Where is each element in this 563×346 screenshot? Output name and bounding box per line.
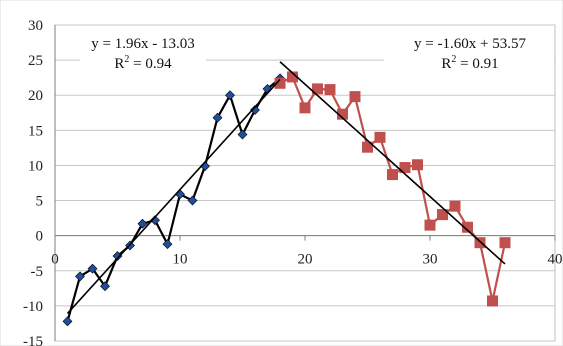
- data-point-series-1: [187, 195, 198, 206]
- y-tick-label: 10: [28, 158, 43, 174]
- data-point-series-1: [237, 129, 248, 140]
- r-squared-exponent-left: 2: [124, 54, 129, 65]
- x-tick-label: 20: [298, 252, 313, 268]
- data-point-series-2: [437, 209, 448, 221]
- x-tick-label: 40: [548, 252, 563, 268]
- trendline-series-2: [279, 61, 506, 265]
- data-point-series-2: [399, 162, 411, 174]
- r-squared-left: R2 = 0.94: [114, 54, 172, 72]
- data-point-series-2: [312, 83, 323, 95]
- trendline-series-1: [66, 78, 281, 314]
- data-point-series-1: [75, 271, 85, 282]
- y-tick-label: -10: [23, 299, 43, 315]
- data-point-series-1: [87, 263, 98, 274]
- data-point-series-2: [349, 91, 361, 103]
- y-tick-label: 5: [36, 194, 44, 210]
- r-squared-symbol-right: R: [441, 56, 451, 72]
- y-tick-label: 15: [28, 123, 43, 139]
- tick-labels: -15 -10 -5 0 5 10 15 20 25 30 0 10 20 30 40: [23, 18, 563, 346]
- data-point-series-2: [462, 221, 473, 233]
- data-point-series-2: [337, 108, 348, 120]
- r-squared-exponent-right: 2: [451, 54, 456, 65]
- equation-bg-left: [80, 32, 206, 74]
- data-point-series-2: [287, 71, 298, 83]
- x-tick-label: 0: [51, 252, 59, 268]
- series-group: [62, 71, 511, 327]
- data-point-series-2: [412, 159, 423, 171]
- r-squared-symbol-left: R: [114, 56, 124, 72]
- y-tick-label: 20: [28, 88, 43, 104]
- data-point-series-1: [62, 316, 73, 327]
- data-point-series-2: [424, 219, 436, 231]
- data-point-series-1: [162, 239, 173, 250]
- plot-area: [54, 24, 556, 342]
- data-point-series-2: [487, 295, 498, 307]
- y-tick-label: -15: [23, 334, 43, 346]
- data-point-series-1: [137, 218, 148, 229]
- equation-bg-right: [384, 32, 554, 74]
- data-point-series-2: [449, 200, 461, 212]
- data-point-series-1: [250, 105, 260, 115]
- trendline-equation-right: y = -1.60x + 53.57: [414, 36, 526, 52]
- data-point-series-2: [274, 77, 286, 89]
- r-squared-value-right: = 0.91: [456, 56, 498, 72]
- trendline-equation-left: y = 1.96x - 13.03: [91, 36, 194, 52]
- x-tick-label: 30: [423, 252, 438, 268]
- data-point-series-1: [100, 281, 110, 292]
- r-squared-right: R2 = 0.91: [441, 54, 498, 72]
- data-point-series-2: [474, 237, 486, 249]
- data-point-series-1: [212, 112, 223, 123]
- equation-box-left: y = 1.96x - 13.03 R2 = 0.94: [80, 32, 206, 74]
- data-point-series-2: [499, 237, 511, 249]
- data-point-series-2: [299, 102, 311, 114]
- data-point-series-1: [225, 90, 235, 101]
- data-point-series-2: [374, 131, 386, 143]
- y-tick-label: 30: [28, 18, 43, 34]
- equation-box-right: y = -1.60x + 53.57 R2 = 0.91: [384, 32, 554, 74]
- data-point-series-2: [387, 169, 398, 181]
- data-point-series-1: [150, 215, 160, 226]
- y-tick-label: 0: [36, 229, 44, 245]
- data-point-series-2: [324, 84, 336, 96]
- y-tick-label: -5: [31, 264, 44, 280]
- r-squared-value-left: = 0.94: [129, 56, 172, 72]
- x-tick-label: 10: [173, 252, 188, 268]
- trendlines: [66, 61, 506, 314]
- series-line-1: [66, 77, 281, 322]
- data-point-series-2: [362, 141, 373, 153]
- y-tick-label: 25: [28, 53, 43, 69]
